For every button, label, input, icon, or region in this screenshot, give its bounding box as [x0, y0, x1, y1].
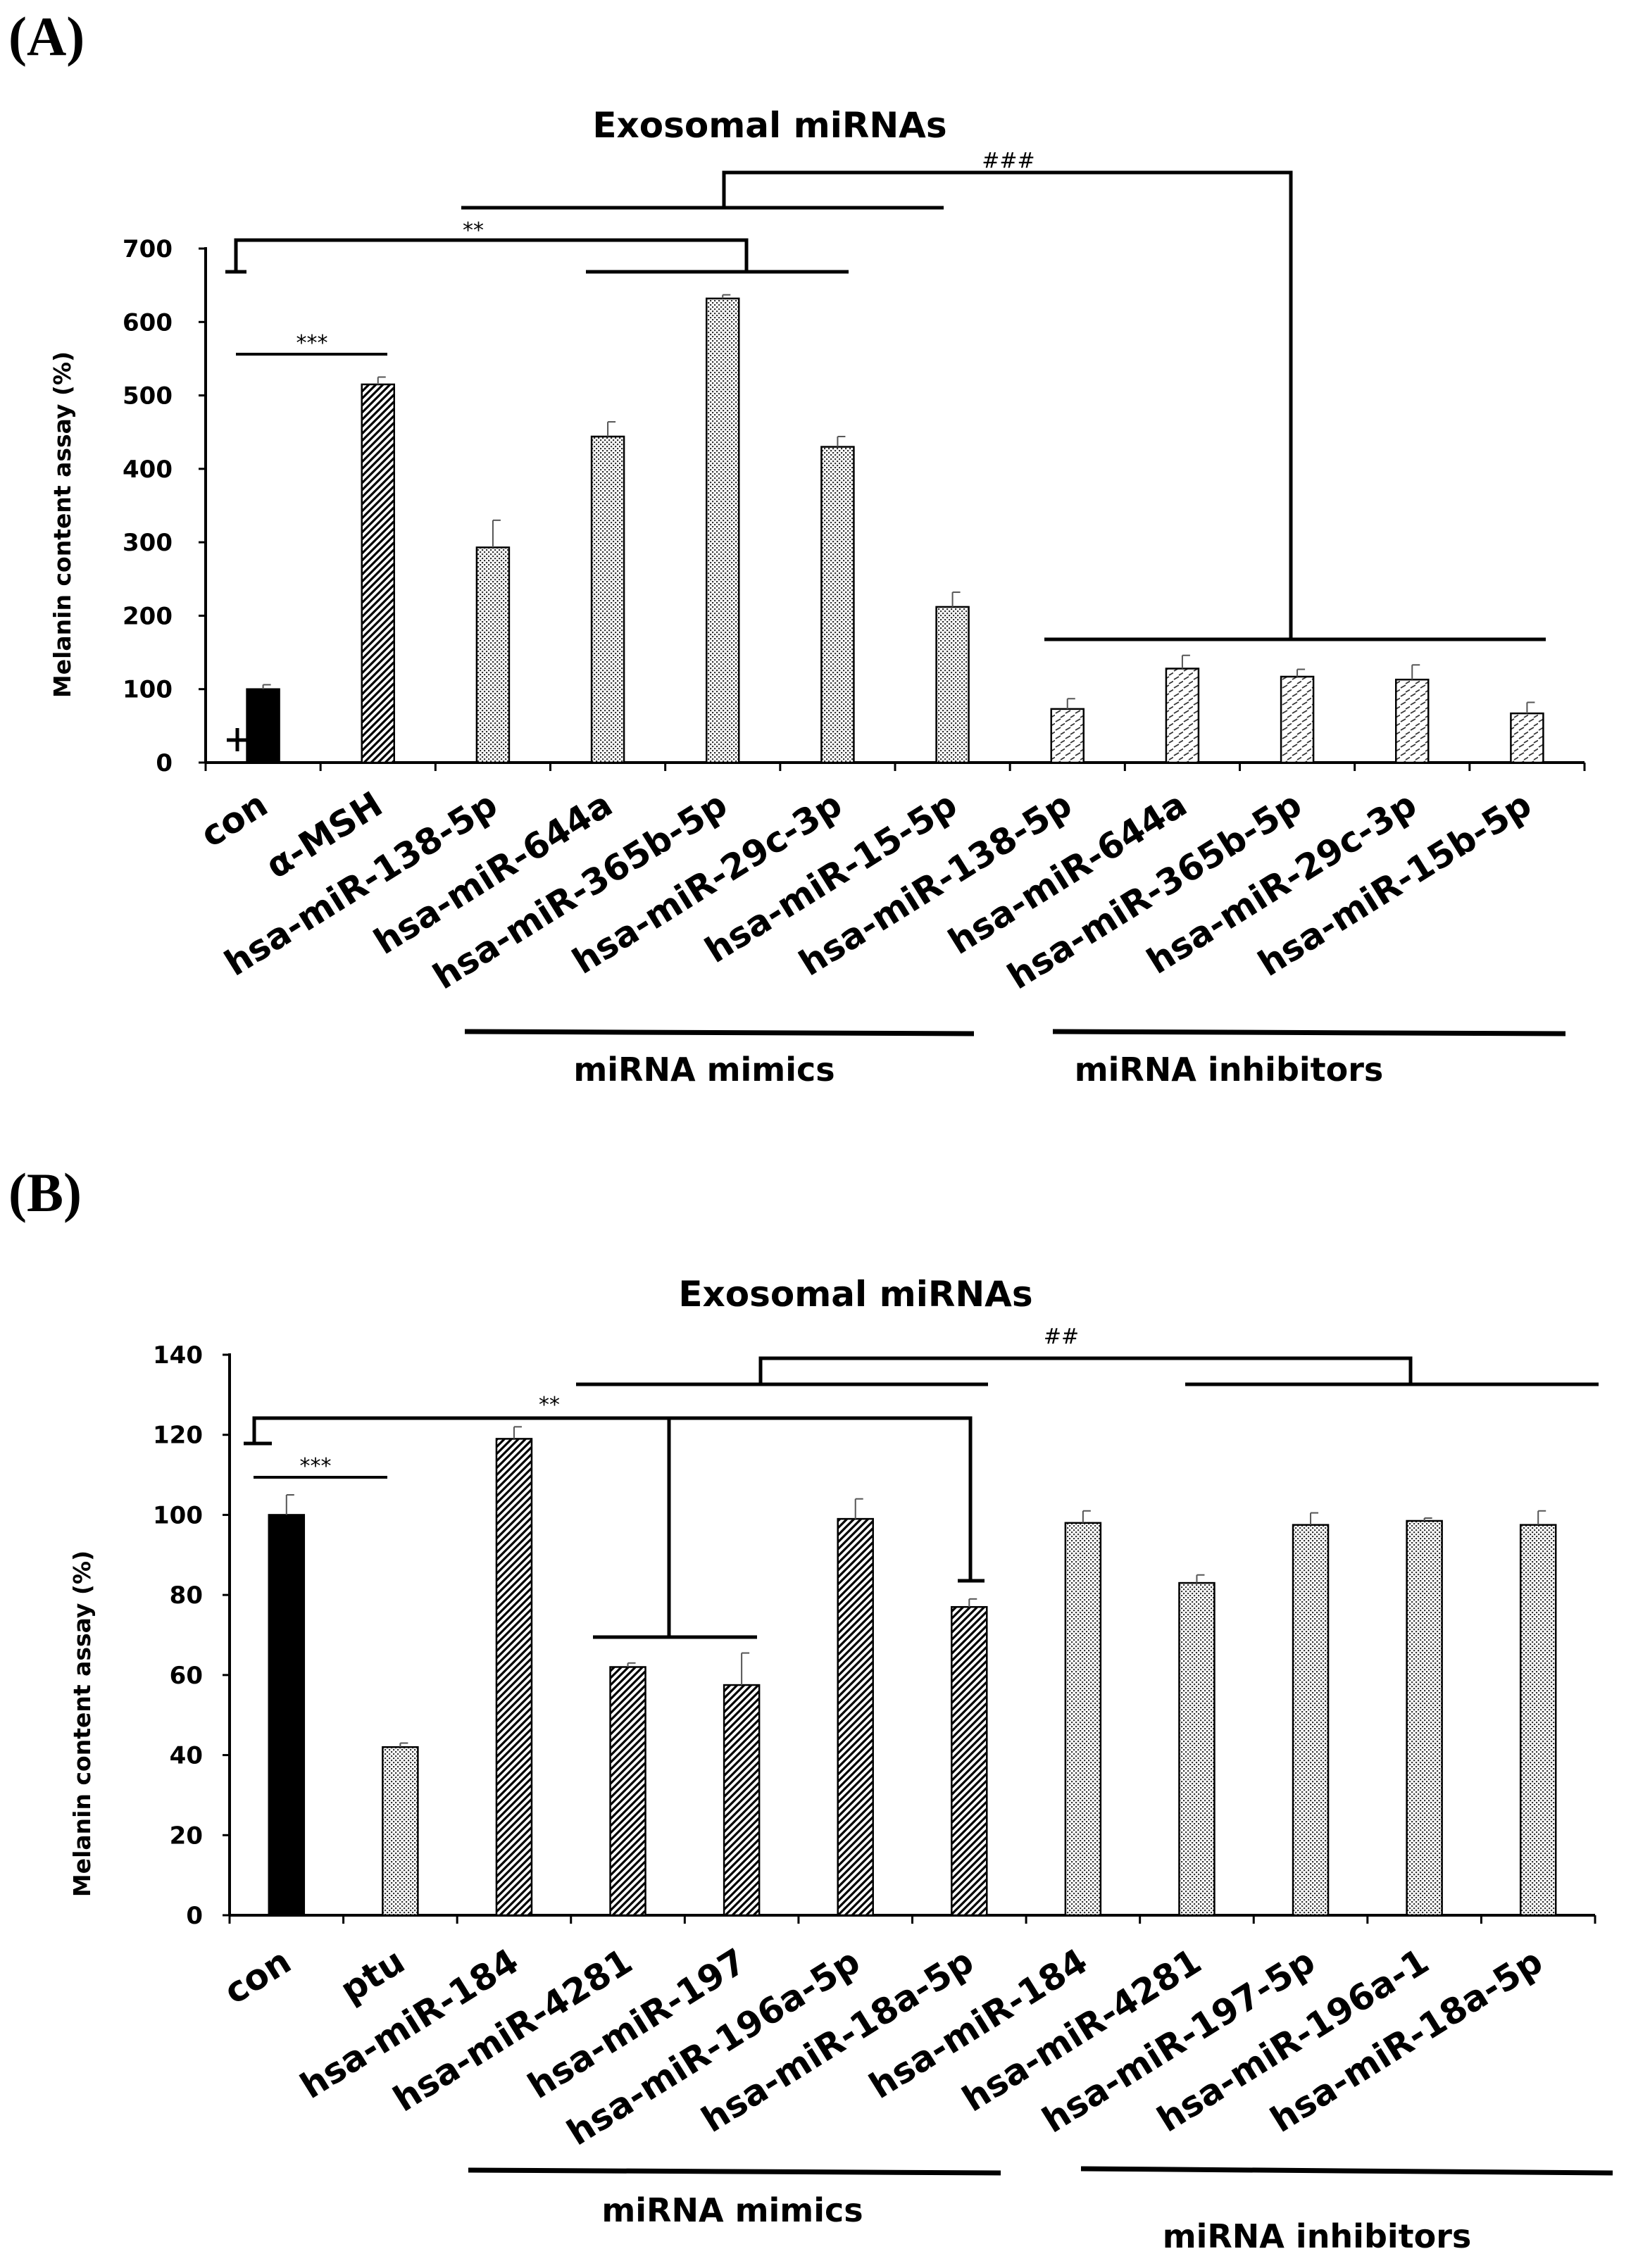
- bar-b-11: [1519, 1524, 1557, 1917]
- y-tick-label: 80: [170, 1581, 203, 1610]
- chart-title-b: Exosomal miRNAs: [678, 1274, 1032, 1315]
- group-label-inhibitors-b: miRNA inhibitors: [1163, 2217, 1472, 2255]
- sig-marker-a-inhibitors: ###: [982, 149, 1035, 173]
- bar-a-5: [820, 446, 855, 764]
- bar-a-11: [1510, 712, 1544, 764]
- y-axis-label-b: Melanin content assay (%): [68, 1550, 96, 1897]
- group-line-mimics-b: [468, 2167, 1001, 2176]
- sig-marker-b-mimics: **: [539, 1393, 560, 1417]
- bar-a-2: [475, 546, 511, 764]
- bar-b-4: [723, 1684, 761, 1917]
- sig-marker-b-inhibitors: ##: [1044, 1324, 1079, 1349]
- group-label-inhibitors-a: miRNA inhibitors: [1075, 1051, 1384, 1089]
- group-line-mimics-a: [464, 1029, 975, 1036]
- chart-title-a: Exosomal miRNAs: [592, 105, 946, 146]
- y-tick-label: 100: [153, 1501, 203, 1529]
- bar-a-10: [1395, 678, 1430, 764]
- bar-a-6: [935, 606, 970, 764]
- bar-chart-a: 0100200300400500600700conα-MSHhsa-miR-13…: [123, 235, 1586, 997]
- bar-b-6: [951, 1605, 988, 1917]
- group-line-inhibitors-b: [1080, 2166, 1613, 2176]
- bar-b-5: [837, 1517, 874, 1917]
- y-axis-label-a: Melanin content assay (%): [49, 351, 76, 698]
- sig-marker-b-ptu: ***: [300, 1454, 332, 1479]
- group-label-mimics-b: miRNA mimics: [601, 2191, 863, 2229]
- bar-b-2: [495, 1438, 533, 1917]
- panel-label-a: (A): [8, 6, 85, 67]
- bar-b-8: [1178, 1581, 1215, 1917]
- bar-a-9: [1280, 675, 1315, 764]
- bar-b-7: [1064, 1522, 1102, 1917]
- x-tick-label: con: [217, 1941, 298, 2012]
- y-tick-label: 700: [123, 235, 173, 263]
- bar-b-1: [382, 1746, 419, 1917]
- y-tick-label: 0: [186, 1902, 203, 1930]
- group-label-mimics-a: miRNA mimics: [573, 1051, 835, 1089]
- y-tick-label: 600: [123, 308, 173, 337]
- y-tick-label: 140: [153, 1341, 203, 1370]
- bar-b-0: [268, 1514, 306, 1917]
- bar-a-4: [706, 297, 740, 764]
- y-tick-label: 500: [123, 382, 173, 411]
- bar-b-10: [1406, 1520, 1443, 1917]
- significance-brackets-a: [225, 170, 1546, 751]
- y-tick-label: 0: [156, 749, 173, 777]
- bar-a-0: [246, 688, 280, 764]
- x-tick-label: con: [194, 784, 275, 856]
- y-tick-label: 20: [170, 1822, 203, 1850]
- y-tick-label: 40: [170, 1742, 203, 1770]
- group-line-inhibitors-a: [1052, 1029, 1566, 1036]
- panel-label-b: (B): [8, 1162, 82, 1223]
- bar-a-7: [1050, 708, 1085, 764]
- sig-marker-a-mimics: **: [463, 218, 484, 243]
- sig-marker-a-alpha-msh: ***: [296, 331, 328, 356]
- y-tick-label: 400: [123, 456, 173, 484]
- y-tick-label: 100: [123, 676, 173, 704]
- y-tick-label: 120: [153, 1422, 203, 1450]
- x-tick-label: ptu: [333, 1941, 412, 2011]
- bar-b-3: [609, 1666, 646, 1917]
- y-tick-label: 300: [123, 529, 173, 557]
- bar-a-8: [1165, 668, 1200, 764]
- y-tick-label: 200: [123, 602, 173, 630]
- significance-brackets-b: [244, 1356, 1599, 1639]
- bar-b-9: [1292, 1524, 1330, 1917]
- bar-a-1: [361, 383, 395, 764]
- y-tick-label: 60: [170, 1662, 203, 1690]
- bar-a-3: [590, 435, 625, 764]
